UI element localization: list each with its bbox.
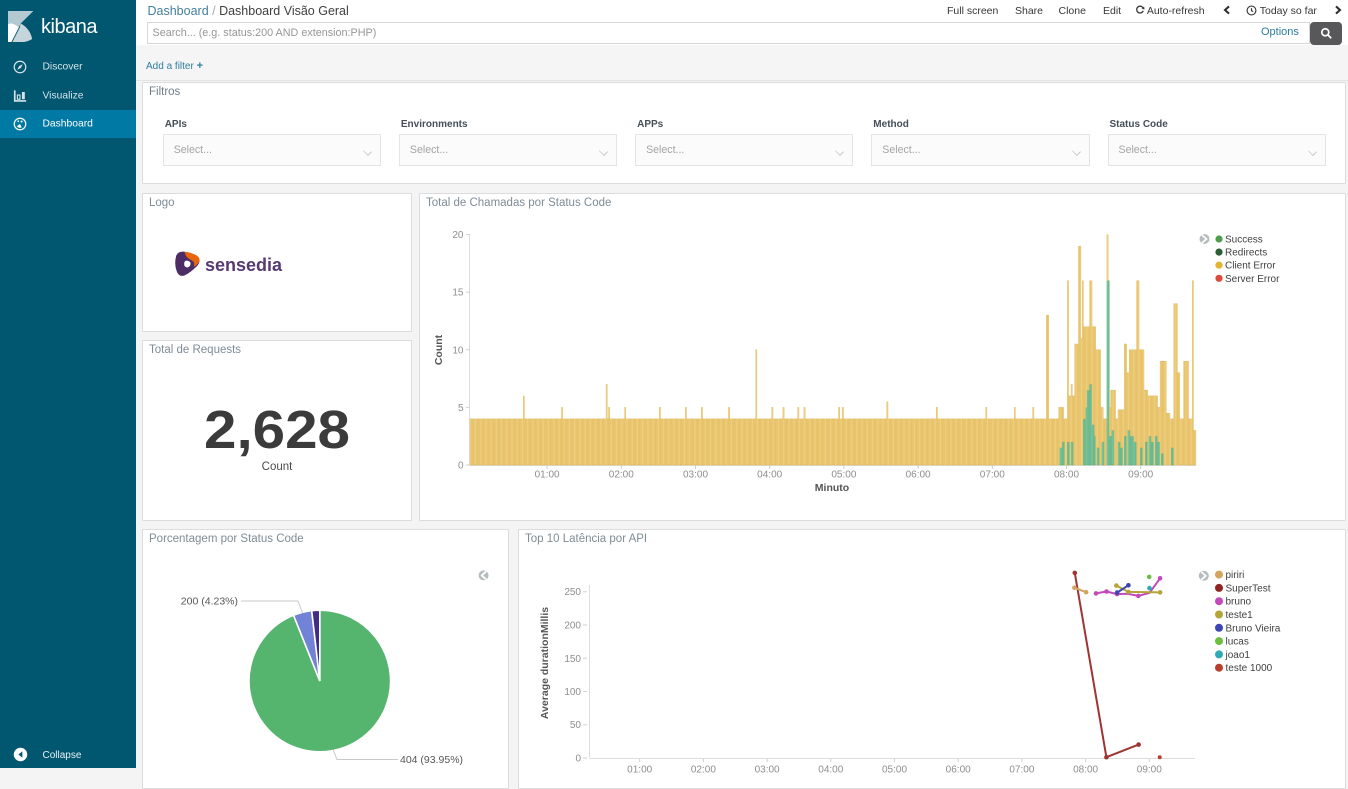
svg-text:Count: Count <box>433 334 445 365</box>
svg-text:50: 50 <box>570 720 582 731</box>
svg-text:Minuto: Minuto <box>815 482 849 494</box>
svg-text:02:00: 02:00 <box>691 765 716 776</box>
svg-text:03:00: 03:00 <box>683 470 708 481</box>
svg-text:05:00: 05:00 <box>882 765 907 776</box>
svg-text:03:00: 03:00 <box>755 765 780 776</box>
svg-text:piriri: piriri <box>1226 570 1245 581</box>
svg-text:Client Error: Client Error <box>1225 261 1276 272</box>
svg-text:08:00: 08:00 <box>1073 765 1098 776</box>
svg-text:07:00: 07:00 <box>980 470 1005 481</box>
svg-text:Redirects: Redirects <box>1225 248 1267 259</box>
svg-text:100: 100 <box>564 687 581 698</box>
svg-text:200: 200 <box>564 621 581 632</box>
svg-text:0: 0 <box>575 754 581 765</box>
svg-text:Server Error: Server Error <box>1225 274 1280 285</box>
svg-text:sensedia: sensedia <box>205 255 283 275</box>
svg-text:07:00: 07:00 <box>1009 765 1034 776</box>
svg-text:04:00: 04:00 <box>757 470 782 481</box>
svg-text:Bruno Vieira: Bruno Vieira <box>1226 623 1281 634</box>
svg-text:02:00: 02:00 <box>609 470 634 481</box>
svg-text:10: 10 <box>452 345 464 356</box>
svg-text:08:00: 08:00 <box>1054 470 1079 481</box>
svg-text:200 (4.23%): 200 (4.23%) <box>181 596 238 608</box>
svg-text:404 (93.95%): 404 (93.95%) <box>400 754 463 766</box>
svg-text:teste 1000: teste 1000 <box>1226 663 1273 674</box>
svg-text:150: 150 <box>564 654 581 665</box>
svg-text:Average durationMillis: Average durationMillis <box>539 607 551 719</box>
svg-text:09:00: 09:00 <box>1128 470 1153 481</box>
svg-text:15: 15 <box>452 288 464 299</box>
svg-text:Success: Success <box>1225 235 1263 246</box>
svg-text:06:00: 06:00 <box>946 765 971 776</box>
svg-text:joao1: joao1 <box>1225 650 1251 661</box>
svg-text:SuperTest: SuperTest <box>1226 583 1271 594</box>
svg-text:04:00: 04:00 <box>818 765 843 776</box>
svg-text:20: 20 <box>452 230 464 241</box>
svg-text:lucas: lucas <box>1226 637 1249 648</box>
svg-text:01:00: 01:00 <box>627 765 652 776</box>
svg-text:250: 250 <box>564 587 581 598</box>
svg-text:0: 0 <box>458 461 464 472</box>
svg-text:06:00: 06:00 <box>906 470 931 481</box>
svg-text:05:00: 05:00 <box>831 470 856 481</box>
svg-text:09:00: 09:00 <box>1137 765 1162 776</box>
svg-text:bruno: bruno <box>1226 597 1252 608</box>
svg-text:teste1: teste1 <box>1226 610 1254 621</box>
svg-text:01:00: 01:00 <box>535 470 560 481</box>
svg-text:5: 5 <box>458 403 464 414</box>
